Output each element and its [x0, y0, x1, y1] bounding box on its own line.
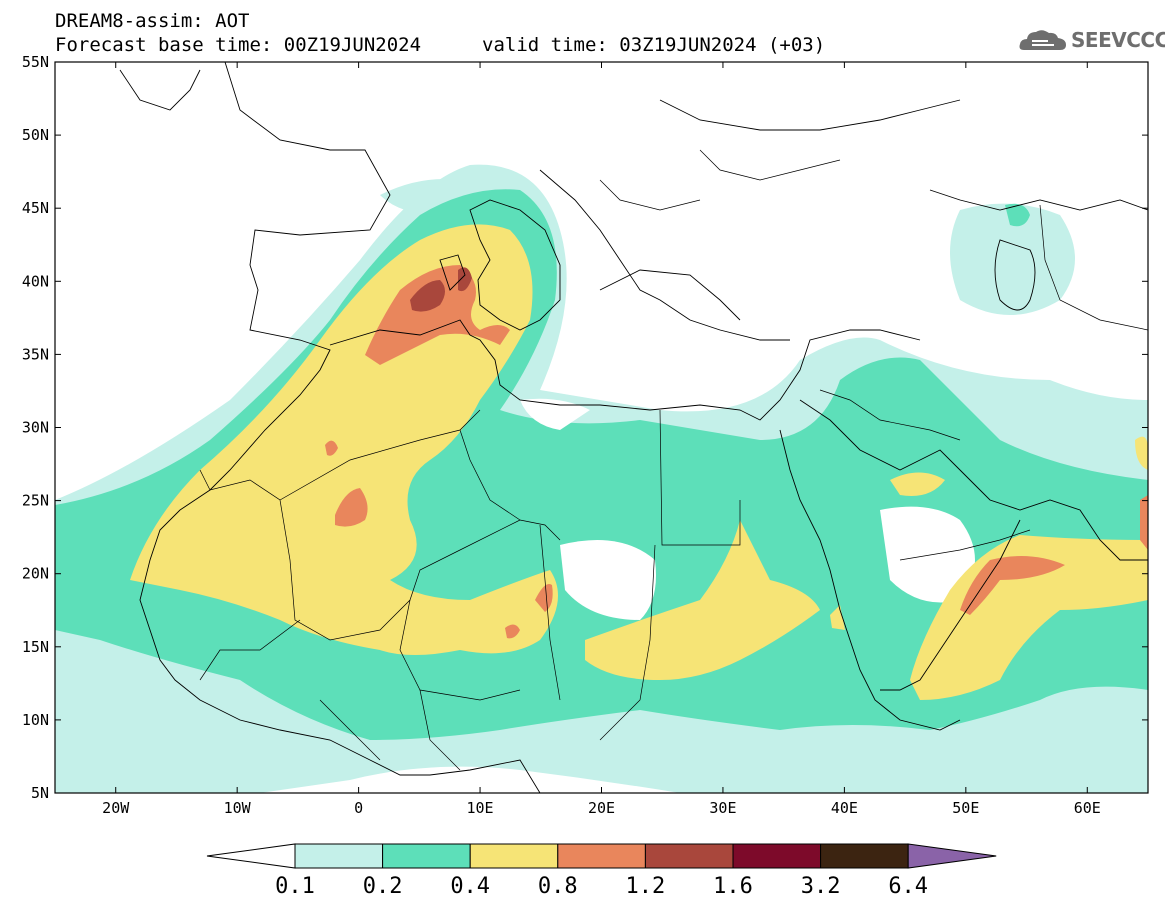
lon-label: 20W	[102, 799, 130, 817]
colorbar-box	[820, 843, 909, 869]
lat-label: 40N	[22, 272, 49, 290]
lon-label: 40E	[831, 799, 858, 817]
forecast-base-time: Forecast base time: 00Z19JUN2024	[55, 34, 422, 56]
colorbar-level-label: 0.2	[363, 874, 403, 899]
lat-label: 25N	[22, 492, 49, 510]
lon-label: 10W	[224, 799, 252, 817]
lat-label: 50N	[22, 126, 49, 144]
lon-label: 60E	[1074, 799, 1101, 817]
colorbar-level-label: 3.2	[801, 874, 841, 899]
longitude-labels: 20W 10W 0 10E 20E 30E 40E 50E 60E	[102, 799, 1101, 817]
axis-ticks	[55, 61, 1148, 794]
colorbar-level-label: 1.2	[626, 874, 666, 899]
latitude-labels: 55N 50N 45N 40N 35N 30N 25N 20N 15N 10N 5N	[22, 53, 49, 802]
colorbar-labels: 0.1 0.2 0.4 0.8 1.2 1.6 3.2 6.4	[275, 874, 928, 899]
lon-label: 50E	[952, 799, 979, 817]
coastlines	[119, 62, 1148, 793]
country-borders	[199, 149, 1148, 771]
colorbar-level-label: 1.6	[713, 874, 753, 899]
lat-label: 45N	[22, 199, 49, 217]
logo-text: SEEVCCC	[1071, 28, 1165, 52]
lon-label: 0	[354, 799, 363, 817]
colorbar-box	[382, 843, 471, 869]
cloud-icon	[1019, 30, 1066, 50]
aot-band-1.2	[410, 267, 472, 312]
colorbar-box	[732, 843, 822, 869]
lon-label: 20E	[588, 799, 615, 817]
aot-clear-patches	[520, 398, 975, 620]
colorbar-under-arrow	[206, 843, 296, 869]
lat-label: 35N	[22, 345, 49, 363]
lon-label: 10E	[467, 799, 494, 817]
colorbar-level-label: 0.8	[538, 874, 578, 899]
lat-label: 20N	[22, 565, 49, 583]
colorbar-level-label: 0.4	[450, 874, 490, 899]
colorbar	[206, 843, 997, 869]
colorbar-level-label: 6.4	[888, 874, 928, 899]
map-title: DREAM8-assim: AOT	[55, 10, 250, 32]
colorbar-level-label: 0.1	[275, 874, 315, 899]
valid-time: valid time: 03Z19JUN2024 (+03)	[482, 34, 826, 56]
lat-label: 5N	[31, 784, 49, 802]
colorbar-box	[557, 843, 646, 869]
colorbar-over-arrow	[907, 843, 997, 869]
lat-label: 15N	[22, 638, 49, 656]
aot-band-0.8	[325, 265, 1148, 639]
lat-label: 30N	[22, 419, 49, 437]
lat-label: 55N	[22, 53, 49, 71]
colorbar-box	[644, 843, 734, 869]
lon-label: 30E	[709, 799, 736, 817]
lat-label: 10N	[22, 711, 49, 729]
aot-field	[55, 164, 1148, 793]
colorbar-box	[469, 843, 559, 869]
colorbar-box	[294, 843, 384, 869]
